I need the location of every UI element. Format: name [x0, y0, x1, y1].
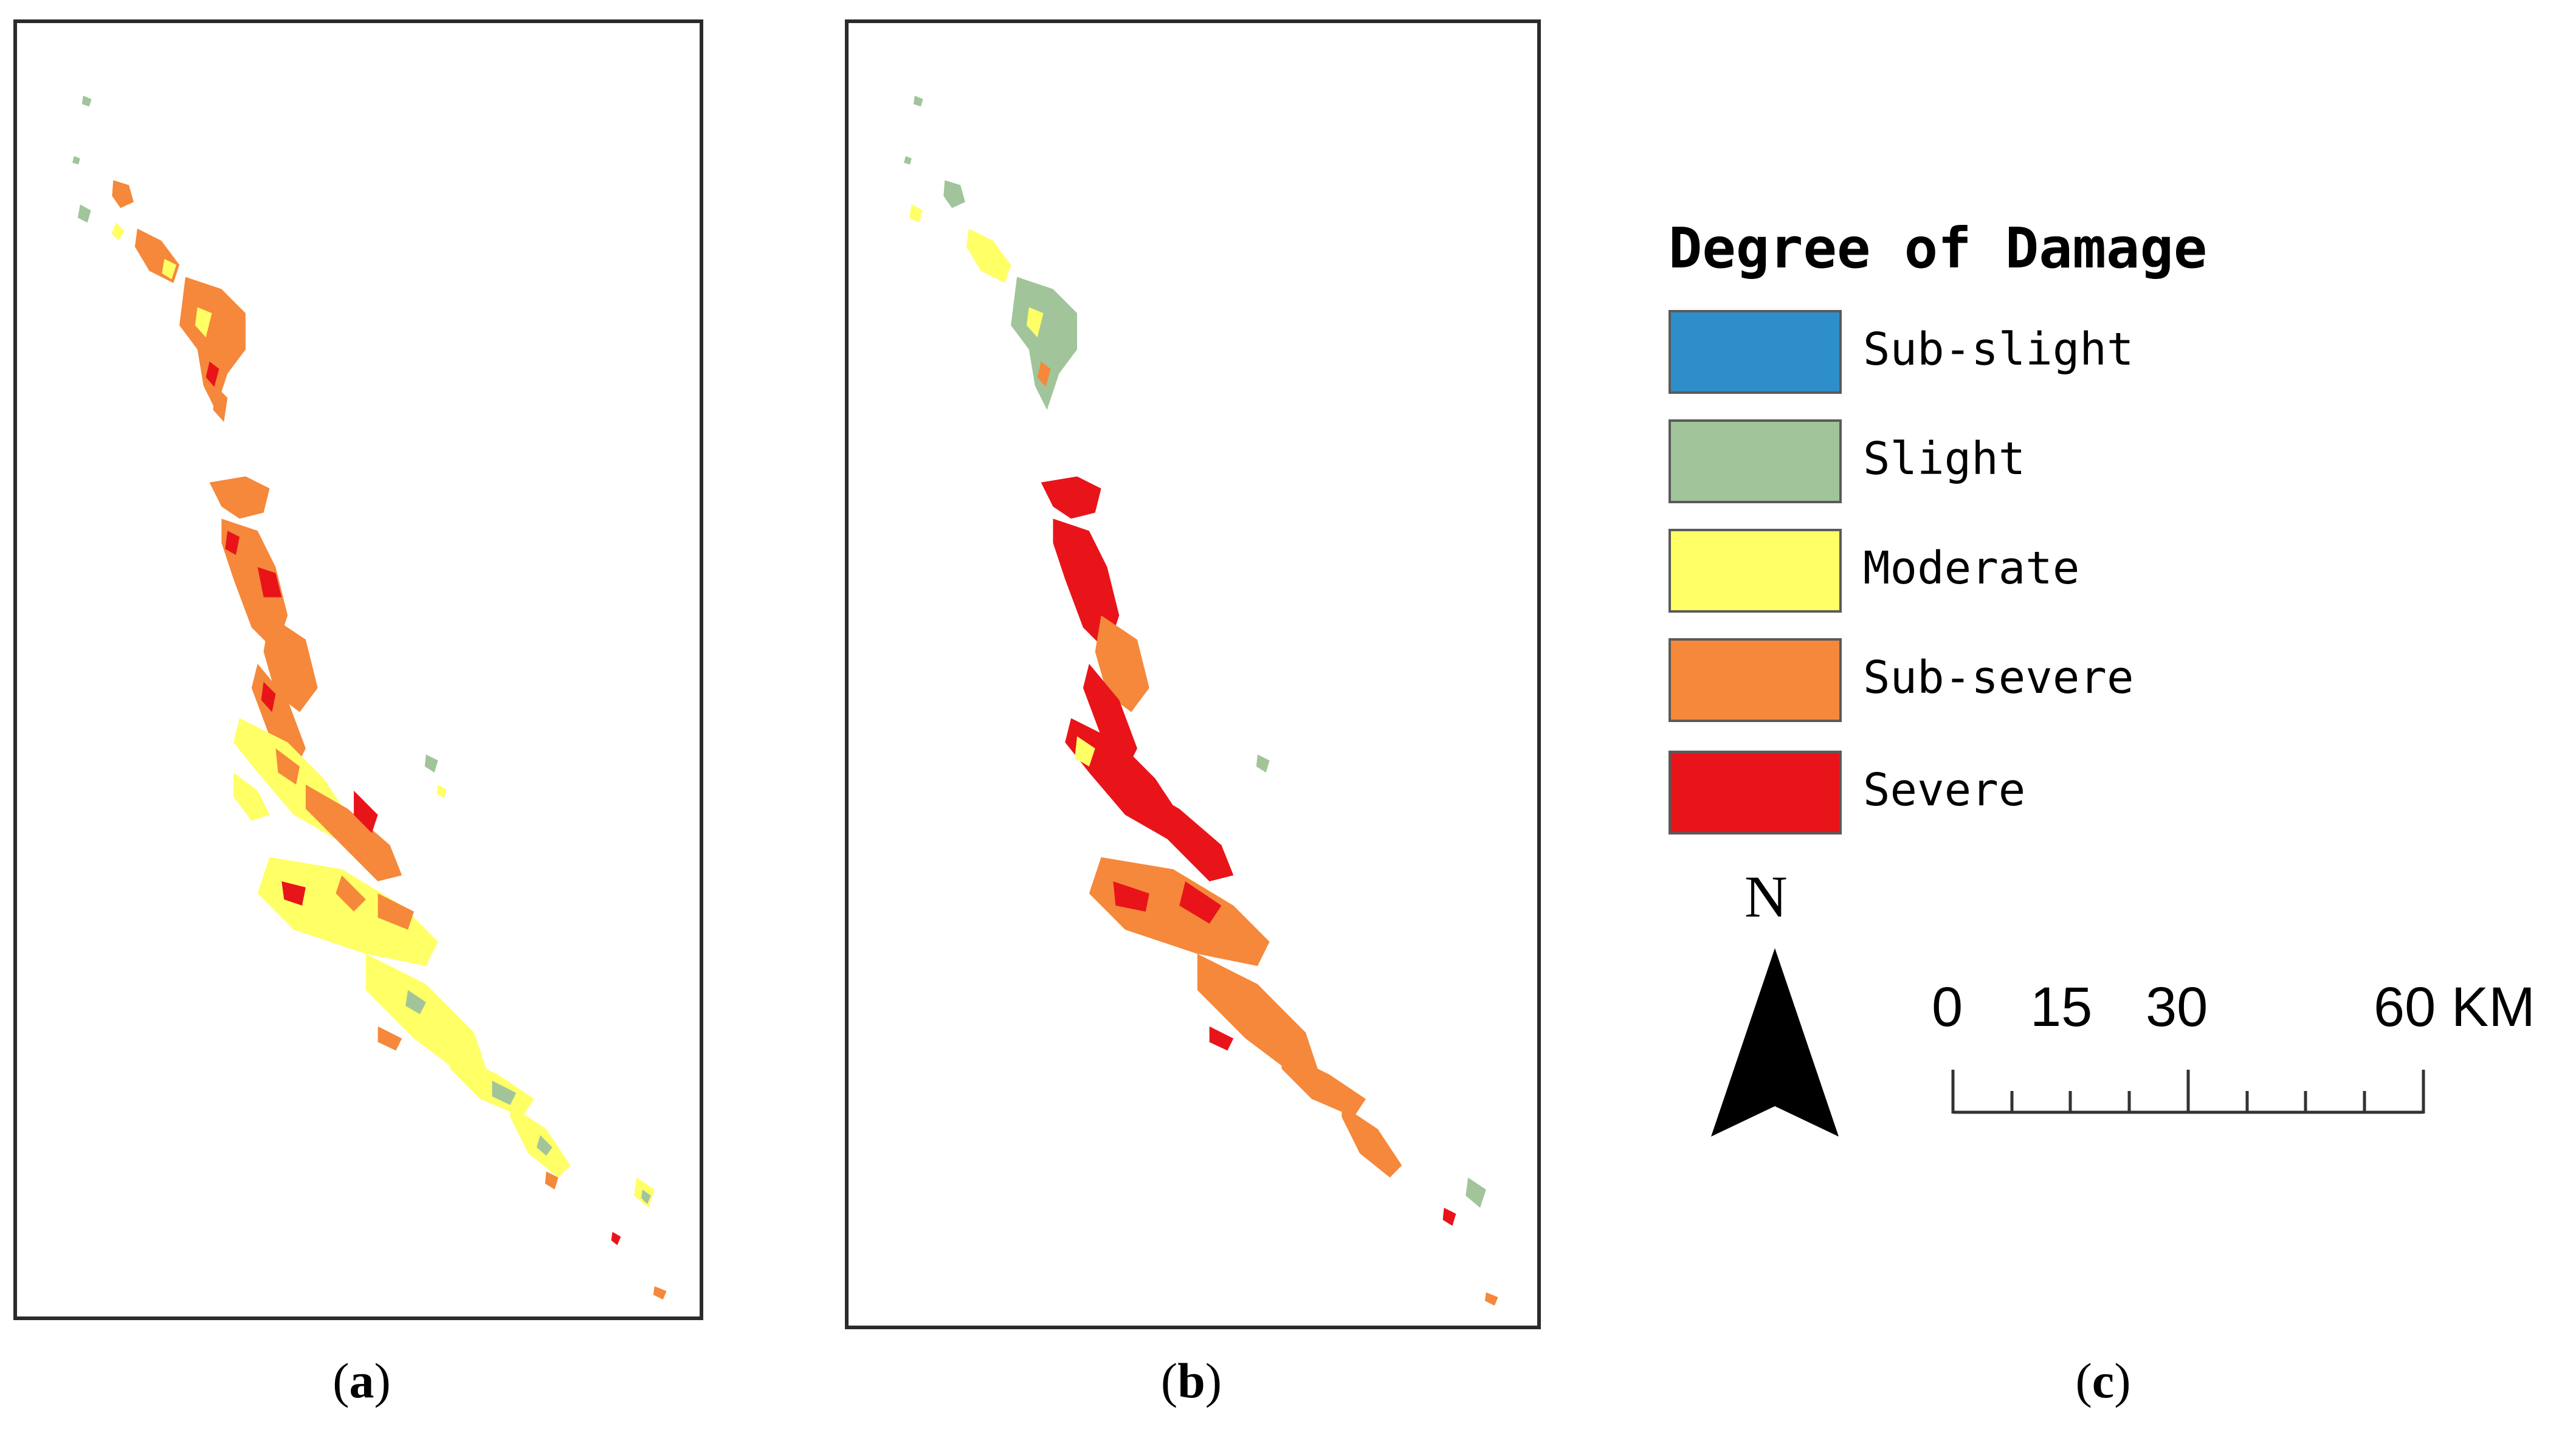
map-panel-a	[13, 19, 703, 1320]
caption-c: (c)	[2075, 1353, 2131, 1408]
legend-label: Sub-severe	[1863, 652, 2134, 704]
damage-map-b	[904, 95, 1498, 1306]
legend-swatch	[1669, 751, 1842, 835]
damage-patches-south-b	[1089, 857, 1498, 1306]
caption-letter: c	[2092, 1353, 2115, 1408]
legend-swatch	[1669, 419, 1842, 503]
scale-label-15: 15	[2030, 976, 2093, 1038]
scale-label-30: 30	[2146, 976, 2208, 1038]
scale-label-0: 0	[1932, 976, 1963, 1038]
damage-patches-north-a	[72, 95, 246, 422]
legend-label: Moderate	[1863, 542, 2080, 594]
scale-label-60-km: 60 KM	[2374, 976, 2535, 1038]
caption-b: (b)	[1160, 1353, 1222, 1408]
caption-a: (a)	[332, 1353, 391, 1408]
north-arrow-icon	[1711, 948, 1839, 1137]
damage-map-a	[72, 95, 667, 1300]
legend-label: Severe	[1863, 764, 2026, 816]
legend-swatch	[1669, 638, 1842, 722]
north-label: N	[1744, 864, 1788, 930]
map-panel-b	[845, 19, 1541, 1329]
damage-patches-south-a	[257, 857, 667, 1300]
caption-letter: a	[349, 1353, 374, 1408]
damage-patches-north-b	[904, 95, 1078, 410]
scale-bar	[1951, 1070, 2425, 1114]
damage-patches-middle-a	[209, 476, 447, 882]
legend-swatch	[1669, 529, 1842, 613]
legend-title: Degree of Damage	[1669, 216, 2208, 281]
legend-label: Slight	[1863, 433, 2026, 485]
caption-letter: b	[1177, 1353, 1205, 1408]
damage-patches-middle-b	[1041, 476, 1270, 882]
legend-label: Sub-slight	[1863, 323, 2134, 376]
legend-swatch	[1669, 310, 1842, 394]
